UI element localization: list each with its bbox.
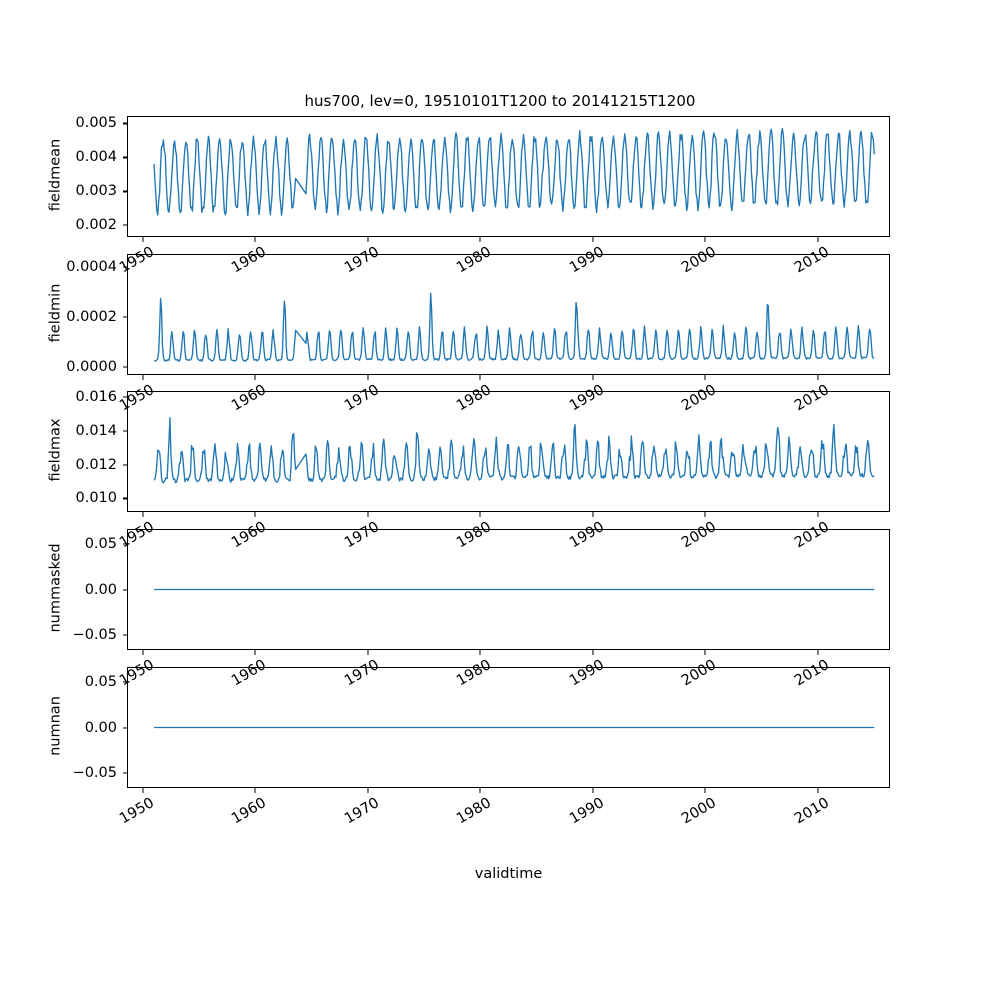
xtick-mark-fieldmin-6 — [817, 375, 819, 380]
xtick-label-numnan-0: 1950 — [116, 795, 157, 828]
ytick-mark-numnan-2 — [122, 681, 127, 683]
ytick-label-nummasked-1: 0.00 — [84, 581, 117, 598]
xtick-mark-fieldmean-3 — [479, 237, 481, 242]
xtick-mark-numnan-2 — [367, 788, 369, 793]
ytick-label-fieldmax-1: 0.012 — [75, 456, 117, 473]
ytick-mark-numnan-1 — [122, 726, 127, 729]
xtick-mark-fieldmax-6 — [817, 512, 819, 517]
data-line-fieldmin — [153, 292, 875, 362]
xtick-mark-fieldmin-3 — [479, 375, 481, 380]
ytick-label-fieldmax-3: 0.016 — [75, 389, 117, 406]
xtick-mark-fieldmax-5 — [704, 512, 706, 517]
ytick-mark-fieldmean-0 — [122, 224, 127, 226]
ytick-label-nummasked-0: −0.05 — [72, 627, 117, 644]
xtick-mark-numnan-4 — [592, 788, 594, 793]
xtick-mark-nummasked-4 — [592, 650, 594, 655]
data-line-nummasked — [154, 588, 875, 591]
xtick-label-numnan-2: 1970 — [341, 795, 382, 828]
xtick-mark-fieldmean-5 — [704, 237, 706, 242]
axes-frame-numnan — [127, 667, 890, 788]
axes-frame-nummasked — [127, 529, 890, 650]
xtick-mark-fieldmin-2 — [367, 375, 369, 380]
ytick-label-numnan-0: −0.05 — [72, 765, 117, 782]
xtick-mark-fieldmax-2 — [367, 512, 369, 517]
xtick-mark-fieldmin-4 — [592, 375, 594, 380]
ytick-label-fieldmean-1: 0.003 — [75, 183, 117, 200]
xtick-mark-fieldmin-5 — [704, 375, 706, 380]
xtick-mark-fieldmean-2 — [367, 237, 369, 242]
ytick-mark-nummasked-1 — [122, 588, 127, 591]
ytick-label-nummasked-2: 0.05 — [84, 535, 117, 552]
data-line-numnan — [154, 726, 875, 729]
ytick-label-fieldmean-3: 0.005 — [75, 115, 117, 132]
x-axis-label: validtime — [474, 866, 543, 882]
xtick-label-numnan-6: 2010 — [792, 795, 832, 828]
ytick-mark-fieldmean-3 — [122, 122, 127, 124]
ytick-mark-nummasked-0 — [122, 634, 127, 636]
ytick-label-fieldmean-2: 0.004 — [75, 149, 117, 166]
data-line-fieldmax — [153, 417, 875, 484]
xtick-label-numnan-1: 1960 — [229, 795, 270, 828]
xtick-mark-fieldmax-1 — [254, 512, 256, 517]
subplot-nummasked: −0.05 0.00 0.05 nummasked 1950 1960 1970 1980 19… — [47, 529, 890, 689]
xtick-mark-nummasked-3 — [479, 650, 481, 655]
ytick-mark-fieldmean-1 — [122, 190, 127, 192]
y-axis-label-fieldmin: fieldmin — [47, 283, 63, 342]
ytick-label-fieldmax-2: 0.014 — [75, 422, 117, 439]
xtick-mark-numnan-1 — [254, 788, 256, 793]
xtick-mark-fieldmean-1 — [254, 237, 256, 242]
axes-frame-fieldmin — [127, 254, 890, 375]
y-axis-label-numnan: numnan — [47, 695, 63, 756]
y-axis-label-fieldmean: fieldmean — [47, 138, 63, 211]
xtick-mark-numnan-3 — [479, 788, 481, 793]
xtick-mark-nummasked-1 — [254, 650, 256, 655]
ytick-mark-fieldmean-2 — [122, 156, 127, 158]
ytick-label-fieldmin-2: 0.0004 — [66, 258, 117, 275]
ytick-mark-fieldmax-1 — [122, 464, 127, 466]
xtick-mark-fieldmax-0 — [142, 512, 144, 517]
xtick-mark-nummasked-2 — [367, 650, 369, 655]
ytick-mark-fieldmax-0 — [122, 497, 127, 500]
xtick-mark-nummasked-0 — [142, 650, 144, 655]
y-axis-label-fieldmax: fieldmax — [47, 418, 63, 481]
xtick-label-numnan-4: 1990 — [566, 795, 607, 828]
xtick-mark-fieldmean-0 — [142, 237, 144, 242]
ytick-mark-fieldmax-3 — [122, 396, 127, 398]
subplot-numnan: −0.05 0.00 0.05 numnan 1950 1960 1970 1980 1990 2… — [47, 667, 890, 827]
subplot-fieldmin: 0.0000 0.0002 0.0004 fieldmin 1950 1960 1970 19… — [47, 254, 890, 414]
xtick-mark-numnan-5 — [704, 788, 706, 793]
xtick-label-numnan-5: 2000 — [679, 795, 720, 828]
subplot-fieldmean: 0.002 0.003 0.004 0.005 fieldmean 1950 1960 197… — [47, 115, 890, 276]
y-axis-label-nummasked: nummasked — [47, 542, 63, 633]
ytick-mark-fieldmax-2 — [122, 430, 127, 432]
xtick-mark-numnan-6 — [817, 788, 819, 793]
ytick-mark-fieldmin-1 — [122, 316, 127, 318]
ytick-label-fieldmin-0: 0.0000 — [66, 358, 117, 375]
xtick-mark-fieldmin-0 — [142, 375, 144, 380]
xtick-mark-fieldmean-4 — [592, 237, 594, 242]
xtick-label-numnan-3: 1980 — [454, 795, 495, 828]
xtick-mark-fieldmin-1 — [254, 375, 256, 380]
ytick-mark-nummasked-2 — [122, 543, 127, 545]
axes-frame-fieldmean — [127, 116, 890, 237]
subplot-fieldmax: 0.010 0.012 0.014 0.016 fieldmax 1950 1960 1970… — [47, 389, 890, 551]
xtick-mark-nummasked-6 — [817, 650, 819, 655]
ytick-mark-fieldmin-2 — [122, 266, 127, 268]
ytick-mark-numnan-0 — [122, 772, 127, 774]
xtick-mark-numnan-0 — [142, 788, 144, 793]
xtick-mark-fieldmean-6 — [817, 237, 819, 242]
data-line-fieldmean — [153, 127, 875, 217]
ytick-label-fieldmean-0: 0.002 — [75, 217, 117, 234]
ytick-label-numnan-1: 0.00 — [84, 719, 117, 736]
xtick-mark-nummasked-5 — [704, 650, 706, 655]
ytick-label-fieldmin-1: 0.0002 — [66, 308, 117, 325]
ytick-label-numnan-2: 0.05 — [84, 673, 117, 690]
ytick-label-fieldmax-0: 0.010 — [75, 490, 117, 507]
xtick-mark-fieldmax-3 — [479, 512, 481, 517]
axes-frame-fieldmax — [127, 391, 890, 512]
xtick-mark-fieldmax-4 — [592, 512, 594, 517]
ytick-mark-fieldmin-0 — [122, 366, 127, 368]
figure-title: hus700, lev=0, 19510101T1200 to 20141215… — [304, 92, 696, 110]
